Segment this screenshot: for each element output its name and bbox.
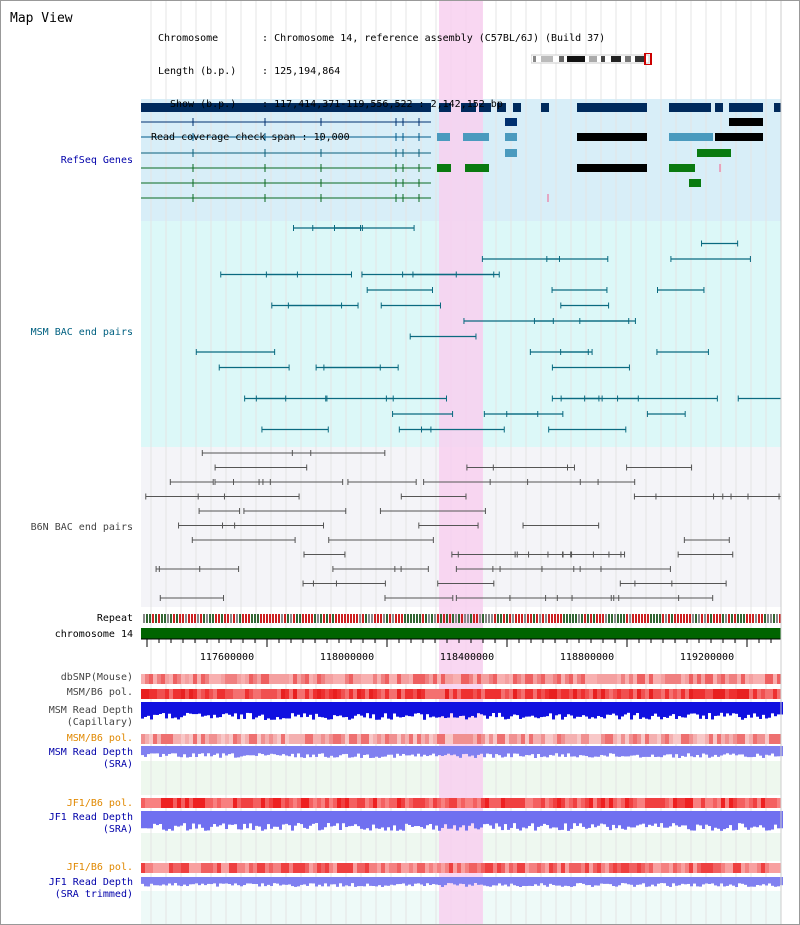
position-axis (141, 638, 781, 647)
exon-block (437, 164, 451, 172)
jf1-depth-trim-label-1: JF1 Read Depth (48, 877, 133, 888)
gene-bar (774, 103, 781, 112)
exon-block (463, 133, 489, 141)
exon-block (689, 179, 701, 187)
repeat-track (143, 614, 781, 623)
coverage-value: 10,000 (313, 132, 350, 143)
gene-bar (497, 103, 506, 112)
msm-depth-sra-label-1: MSM Read Depth (48, 747, 133, 758)
jf1-b6-pol-label-2: JF1/B6 pol. (66, 862, 133, 873)
dbsnp-label: dbSNP(Mouse) (60, 672, 133, 683)
jf1-depth-trim-label-2: (SRA trimmed) (54, 889, 133, 900)
coverage-label: Read coverage check span (151, 132, 296, 143)
exon-block (505, 118, 517, 126)
msm-depth-cap-label-1: MSM Read Depth (48, 705, 133, 716)
exon-block (669, 164, 695, 172)
axis-tick-label: 119200000 (679, 652, 735, 663)
axis-tick-label: 118000000 (319, 652, 375, 663)
repeat-label: Repeat (96, 613, 133, 624)
refseq-label[interactable]: RefSeq Genes (60, 155, 133, 166)
msm-b6-pol-label-2: MSM/B6 pol. (66, 733, 133, 744)
gene-bar (715, 103, 723, 112)
exon-block (669, 133, 713, 141)
length-label: Length (b.p.) (158, 66, 237, 77)
refseq-genes (141, 103, 781, 202)
chromosome-value: Chromosome 14, reference assembly (C57BL… (274, 33, 606, 44)
exon-block (437, 133, 450, 141)
gene-bar (439, 103, 451, 112)
jf1-depth-sra-label-1: JF1 Read Depth (48, 812, 133, 823)
jf1-depth-sra-label-2: (SRA) (102, 824, 133, 835)
heat-tracks (141, 674, 783, 887)
msm-bac-label[interactable]: MSM BAC end pairs (30, 327, 133, 338)
page-title: Map View (10, 11, 73, 26)
length-value: 125,194,864 (274, 66, 341, 77)
exon-block (729, 118, 763, 126)
chromosome-bar (141, 628, 781, 639)
gene-bar (729, 103, 763, 112)
chromosome-label: Chromosome (158, 33, 219, 44)
exon-block (465, 164, 489, 172)
show-label: Show (b.p.) (170, 99, 237, 110)
chromosome-ideogram[interactable] (531, 53, 653, 65)
exon-block (505, 149, 517, 157)
axis-tick-label: 118800000 (559, 652, 615, 663)
gene-bar (669, 103, 711, 112)
exon-block (697, 149, 731, 157)
gene-bar (541, 103, 549, 112)
chromosome-track-label: chromosome 14 (54, 629, 133, 640)
highlight-region (439, 1, 483, 924)
axis-tick-label: 117600000 (199, 652, 255, 663)
msm-b6-pol-label-1: MSM/B6 pol. (66, 687, 133, 698)
msm-depth-cap-label-2: (Capillary) (66, 717, 133, 728)
exon-block (577, 164, 647, 172)
exon-block (577, 133, 647, 141)
show-value: 117,414,371-119,556,522 : 2,142,152 bp (274, 99, 503, 110)
msm-bac-pairs (195, 225, 782, 433)
gene-bar (577, 103, 647, 112)
gene-bar (513, 103, 521, 112)
exon-block (505, 133, 517, 141)
gene-bar (479, 103, 491, 112)
exon-block (715, 133, 763, 141)
jf1-b6-pol-label-1: JF1/B6 pol. (66, 798, 133, 809)
grid-lines (150, 1, 767, 924)
b6n-bac-pairs (145, 450, 782, 601)
chromosome-info: Chromosome : Chromosome 14, reference as… (151, 33, 606, 143)
b6n-bac-label[interactable]: B6N BAC end pairs (30, 522, 133, 533)
axis-tick-label: 118400000 (439, 652, 495, 663)
gene-bar (461, 103, 476, 112)
msm-depth-sra-label-2: (SRA) (102, 759, 133, 770)
gene-bar (141, 103, 431, 112)
